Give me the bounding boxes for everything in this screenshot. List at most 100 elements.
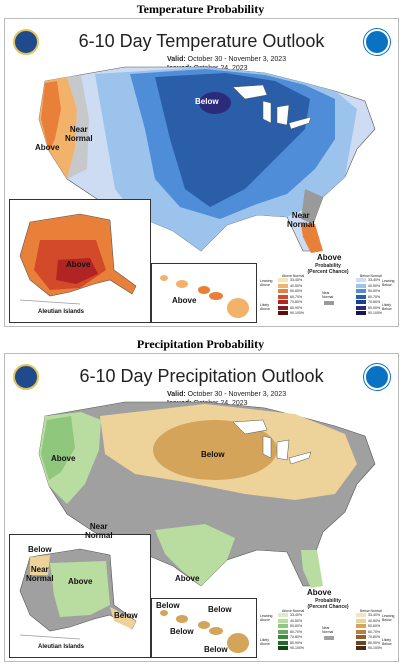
precipitation-legend-above-range: 80-90% <box>290 640 303 645</box>
temperature-legend-above-range: 33-40% <box>290 278 303 282</box>
temperature-legend-above-swatch <box>278 278 288 282</box>
temperature-legend-below-swatch <box>356 283 366 288</box>
temperature-legend: Probability (Percent Chance) Above Norma… <box>258 263 398 319</box>
temperature-legend-near-swatch <box>324 301 334 305</box>
precipitation-alaska-map <box>19 548 137 640</box>
temperature-hawaii-above-label: Above <box>172 296 197 305</box>
temperature-valid: Valid: October 30 - November 3, 2023 <box>167 56 287 63</box>
precipitation-alaska-inset: Below Near Normal Above Below Aleutian I… <box>9 534 151 658</box>
temperature-legend-above-swatch <box>278 294 288 299</box>
precipitation-above-west-label: Above <box>51 454 76 463</box>
temperature-legend-below-swatch <box>356 289 366 293</box>
precipitation-legend-above-range: 33-40% <box>290 613 303 617</box>
precipitation-conus-map <box>38 401 376 588</box>
precipitation-legend-above-swatch <box>278 624 288 628</box>
precipitation-legend: Probability (Percent Chance) Above Norma… <box>258 598 398 654</box>
precipitation-alaska-above-label: Above <box>68 577 93 586</box>
precipitation-legend-below-range: 40-50% <box>368 618 381 623</box>
temperature-legend-below-range: 33-40% <box>368 278 381 282</box>
precipitation-map-frame: 6-10 Day Precipitation Outlook Valid: Oc… <box>4 353 399 662</box>
precipitation-legend-below-swatch <box>356 646 366 650</box>
temperature-map-frame: 6-10 Day Temperature Outlook Valid: Octo… <box>4 18 399 327</box>
temperature-legend-below-swatch <box>356 294 366 299</box>
precipitation-legend-below-range: 50-60% <box>368 624 381 628</box>
temperature-legend-above-range: 80-90% <box>290 305 303 310</box>
temperature-legend-above-swatch <box>278 283 288 288</box>
precipitation-legend-below-swatch <box>356 640 366 645</box>
temperature-legend-above-swatch <box>278 289 288 293</box>
temperature-legend-above-range: 70-80% <box>290 300 303 304</box>
precipitation-legend-near-normal: Near Normal <box>322 626 334 634</box>
precipitation-legend-below-range: 80-90% <box>368 640 381 645</box>
temperature-legend-leaning-above: Leaning Above <box>260 279 273 287</box>
temperature-legend-likely-below: Likely Below <box>382 303 392 311</box>
precipitation-legend-above-swatch <box>278 640 288 645</box>
temperature-legend-below-range: 80-90% <box>368 305 381 310</box>
temperature-legend-near-normal: Near Normal <box>322 291 334 299</box>
precipitation-legend-below-range: 60-70% <box>368 629 381 634</box>
precipitation-legend-below-swatch <box>356 613 366 617</box>
precipitation-alaska-below-label-2: Below <box>114 611 138 620</box>
temperature-panel: Temperature Probability 6-10 Day Tempera… <box>0 0 401 327</box>
temperature-legend-below-range: 50-60% <box>368 289 381 293</box>
precipitation-legend-below-swatch <box>356 629 366 634</box>
precipitation-alaska-below-label-1: Below <box>28 545 52 554</box>
temperature-legend-leaning-below: Leaning Below <box>382 279 395 287</box>
precipitation-legend-above-range: 90-100% <box>290 646 305 650</box>
precipitation-hawaii-below-label-3: Below <box>170 627 194 636</box>
temperature-legend-above-swatch <box>278 300 288 304</box>
precipitation-hawaii-map <box>160 610 249 653</box>
temperature-legend-above-range: 40-50% <box>290 283 303 288</box>
temperature-legend-likely-above: Likely Above <box>260 303 270 311</box>
precipitation-legend-above-swatch <box>278 635 288 639</box>
precipitation-legend-below-swatch <box>356 635 366 639</box>
temperature-legend-below-range: 70-80% <box>368 300 381 304</box>
precipitation-legend-above-range: 60-70% <box>290 629 303 634</box>
precipitation-legend-leaning-above: Leaning Above <box>260 614 273 622</box>
temperature-above-west-label: Above <box>35 143 60 152</box>
precipitation-legend-above-range: 40-50% <box>290 618 303 623</box>
temperature-legend-below-swatch <box>356 305 366 310</box>
precipitation-legend-above-swatch <box>278 618 288 623</box>
precipitation-legend-above-range: 70-80% <box>290 635 303 639</box>
precipitation-heading: Precipitation Probability <box>136 337 265 351</box>
precipitation-legend-likely-above: Likely Above <box>260 638 270 646</box>
precipitation-below-center-label: Below <box>201 450 225 459</box>
precipitation-above-florida-label: Above <box>307 588 332 597</box>
temperature-alaska-inset: Above Aleutian Islands <box>9 199 151 323</box>
temperature-legend-above-swatch <box>278 311 288 315</box>
temperature-legend-above-col: Above Normal <box>282 274 305 278</box>
temperature-heading: Temperature Probability <box>136 2 265 16</box>
precipitation-title: 6-10 Day Precipitation Outlook <box>79 366 324 386</box>
precipitation-legend-above-swatch <box>278 629 288 634</box>
precipitation-legend-below-swatch <box>356 624 366 628</box>
temperature-near-normal-west-label: Near Normal <box>65 125 93 143</box>
temperature-legend-above-range: 50-60% <box>290 289 303 293</box>
precipitation-legend-above-range: 50-60% <box>290 624 303 628</box>
precipitation-valid: Valid: October 30 - November 3, 2023 <box>167 391 287 398</box>
temperature-legend-title: Probability (Percent Chance) <box>307 263 349 275</box>
doc-seal-icon <box>13 29 39 55</box>
temperature-legend-above-range: 60-70% <box>290 294 303 299</box>
precipitation-legend-above-col: Above Normal <box>282 609 305 613</box>
temperature-below-label: Below <box>195 97 219 106</box>
precipitation-legend-below-swatch <box>356 618 366 623</box>
precipitation-legend-title: Probability (Percent Chance) <box>307 598 349 610</box>
precipitation-legend-above-swatch <box>278 646 288 650</box>
precipitation-legend-below-range: 90-100% <box>368 646 383 650</box>
temperature-legend-above-range: 90-100% <box>290 311 305 315</box>
temperature-aleutian-label: Aleutian Islands <box>38 309 85 315</box>
temperature-legend-below-range: 90-100% <box>368 311 383 315</box>
precipitation-hawaii-below-label-2: Below <box>208 605 232 614</box>
temperature-legend-below-range: 40-50% <box>368 283 381 288</box>
temperature-legend-above-swatch <box>278 305 288 310</box>
precipitation-legend-likely-below: Likely Below <box>382 638 392 646</box>
precipitation-legend-leaning-below: Leaning Below <box>382 614 395 622</box>
precipitation-legend-near-swatch <box>324 636 334 640</box>
precipitation-legend-below-range: 33-40% <box>368 613 381 617</box>
temperature-title: 6-10 Day Temperature Outlook <box>78 31 325 51</box>
temperature-above-florida-label: Above <box>317 253 342 262</box>
temperature-near-normal-east-label: Near Normal <box>287 211 315 229</box>
temperature-legend-below-col: Below Normal <box>360 274 382 278</box>
precipitation-hawaii-inset: Below Below Below Below <box>151 598 257 658</box>
